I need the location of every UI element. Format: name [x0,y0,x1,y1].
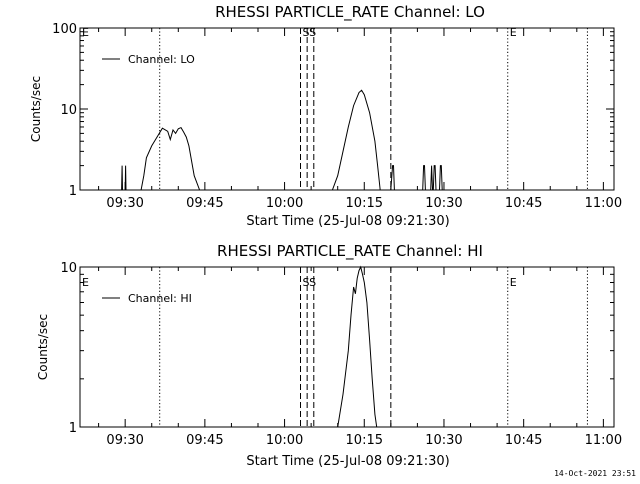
lo-x-tick-label: 10:45 [505,196,542,211]
lo-x-tick-label: 11:00 [585,196,622,211]
hi-x-tick-label: 10:30 [425,433,462,448]
hi-channel-panel: RHESSI PARTICLE_RATE Channel: HI Start T… [36,242,622,469]
hi-marker-label: E [82,276,89,289]
lo-y-tick-label: 1 [69,184,77,199]
hi-x-tick-label: 11:00 [585,433,622,448]
lo-x-tick-label: 10:30 [425,196,462,211]
hi-y-axis-label: Counts/sec [36,314,50,380]
hi-marker-label: S [309,276,316,289]
lo-marker-label: S [309,26,316,39]
lo-x-tick-label: 09:45 [186,196,223,211]
lo-x-tick-label: 09:30 [106,196,143,211]
lo-marker-label: E [510,26,517,39]
hi-x-axis-label: Start Time (25-Jul-08 09:21:30) [246,454,449,469]
hi-x-tick-label: 09:45 [186,433,223,448]
hi-chart-title: RHESSI PARTICLE_RATE Channel: HI [217,242,483,261]
hi-marker-label: E [510,276,517,289]
lo-x-tick-label: 10:00 [266,196,303,211]
lo-marker-label: E [82,26,89,39]
hi-x-tick-label: 10:45 [505,433,542,448]
lo-y-axis-label: Counts/sec [29,76,43,142]
hi-plot-frame [79,266,615,428]
lo-chart-title: RHESSI PARTICLE_RATE Channel: LO [215,3,485,22]
date-stamp: 14-Oct-2021 23:51 [554,469,636,478]
hi-x-tick-label: 10:00 [266,433,303,448]
hi-x-tick-label: 09:30 [106,433,143,448]
lo-y-tick-label: 100 [52,22,77,37]
hi-series-line [337,265,378,428]
hi-y-tick-label: 1 [69,421,77,436]
lo-channel-panel: RHESSI PARTICLE_RATE Channel: LO Start T… [29,3,622,229]
lo-legend-label: Channel: LO [128,53,195,66]
lo-x-axis-label: Start Time (25-Jul-08 09:21:30) [246,214,449,229]
hi-x-tick-label: 10:15 [346,433,383,448]
hi-y-tick-label: 10 [60,261,77,276]
lo-marker-label: S [303,26,310,39]
lo-y-tick-label: 10 [60,103,77,118]
lo-series-line [121,89,443,191]
hi-marker-label: S [303,276,310,289]
lo-x-tick-label: 10:15 [346,196,383,211]
